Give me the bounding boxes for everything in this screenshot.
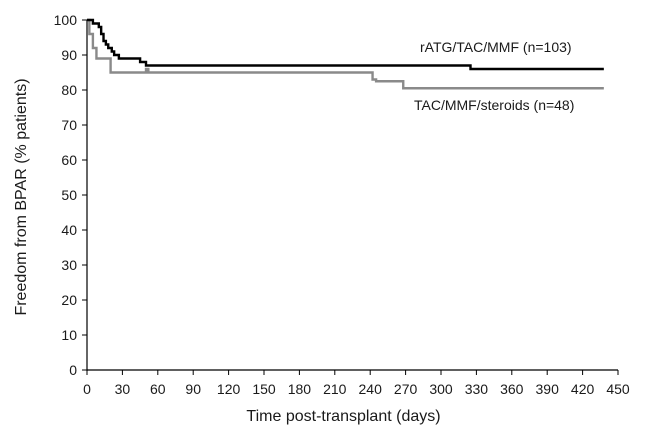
- x-tick-label: 390: [536, 381, 560, 397]
- series-label-tac: TAC/MMF/steroids (n=48): [414, 97, 574, 113]
- x-tick-label: 90: [185, 381, 201, 397]
- y-tick-label: 100: [54, 12, 78, 28]
- x-tick-label: 300: [429, 381, 453, 397]
- x-tick-label: 180: [288, 381, 312, 397]
- y-tick-label: 60: [61, 152, 77, 168]
- x-tick-label: 150: [252, 381, 276, 397]
- x-tick-label: 0: [83, 381, 91, 397]
- y-tick-label: 70: [61, 117, 77, 133]
- y-tick-label: 0: [69, 362, 77, 378]
- y-tick-label: 40: [61, 222, 77, 238]
- y-axis-title: Freedom from BPAR (% patients): [13, 78, 30, 315]
- x-tick-label: 360: [500, 381, 524, 397]
- x-tick-label: 210: [323, 381, 347, 397]
- x-tick-label: 330: [465, 381, 489, 397]
- x-tick-label: 450: [606, 381, 630, 397]
- series-label-ratg: rATG/TAC/MMF (n=103): [420, 39, 572, 55]
- y-tick-label: 10: [61, 327, 77, 343]
- x-axis-title: Time post-transplant (days): [246, 408, 440, 425]
- y-tick-label: 20: [61, 292, 77, 308]
- x-tick-label: 270: [394, 381, 418, 397]
- x-tick-label: 420: [571, 381, 595, 397]
- y-tick-label: 90: [61, 47, 77, 63]
- x-tick-label: 240: [359, 381, 383, 397]
- y-tick-label: 50: [61, 187, 77, 203]
- y-tick-label: 80: [61, 82, 77, 98]
- y-tick-label: 30: [61, 257, 77, 273]
- series-line-ratg: [87, 18, 604, 71]
- x-tick-label: 30: [115, 381, 131, 397]
- x-tick-label: 120: [217, 381, 241, 397]
- x-tick-label: 60: [150, 381, 166, 397]
- series-line-tac: [87, 18, 604, 90]
